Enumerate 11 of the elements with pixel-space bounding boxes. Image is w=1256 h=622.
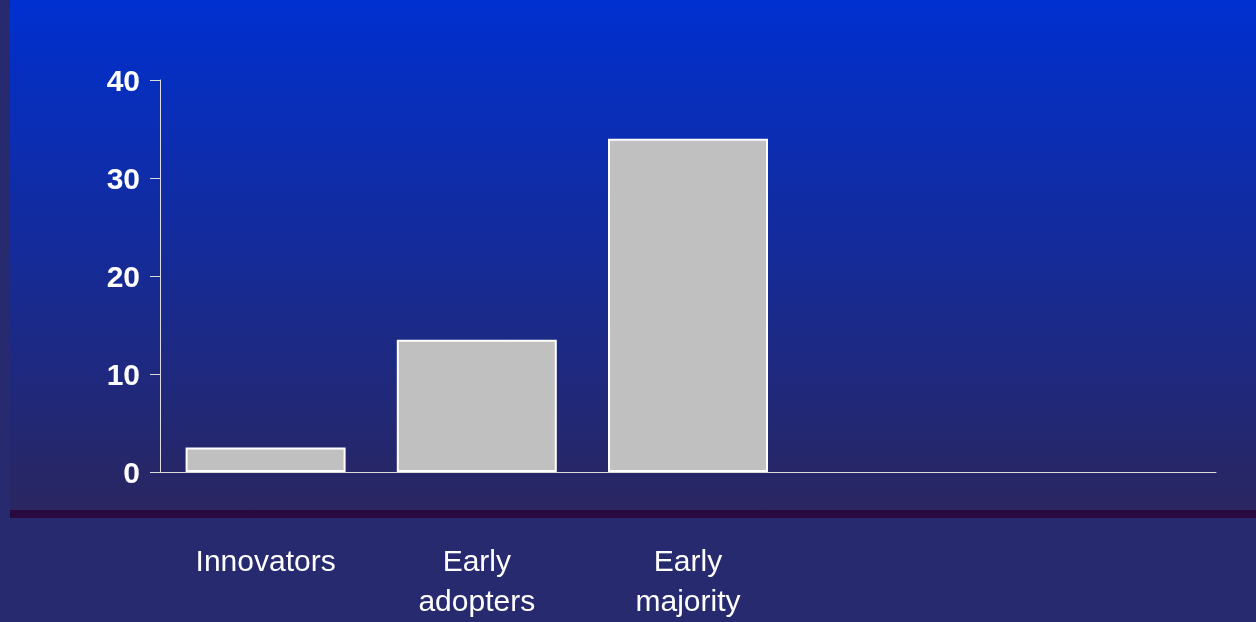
bar: [185, 447, 346, 472]
x-tick-label: Early majority: [635, 543, 741, 617]
bar: [608, 138, 768, 472]
y-tick-label: 20: [106, 259, 140, 293]
y-tick-label: 40: [106, 63, 140, 97]
y-tick-label: 0: [123, 455, 140, 489]
bar: [396, 339, 557, 472]
x-tick-label: Early adopters: [418, 543, 536, 617]
y-tick-label: 10: [106, 357, 140, 391]
y-tick-label: 30: [106, 161, 140, 195]
x-tick-label: Innovators: [195, 543, 336, 577]
